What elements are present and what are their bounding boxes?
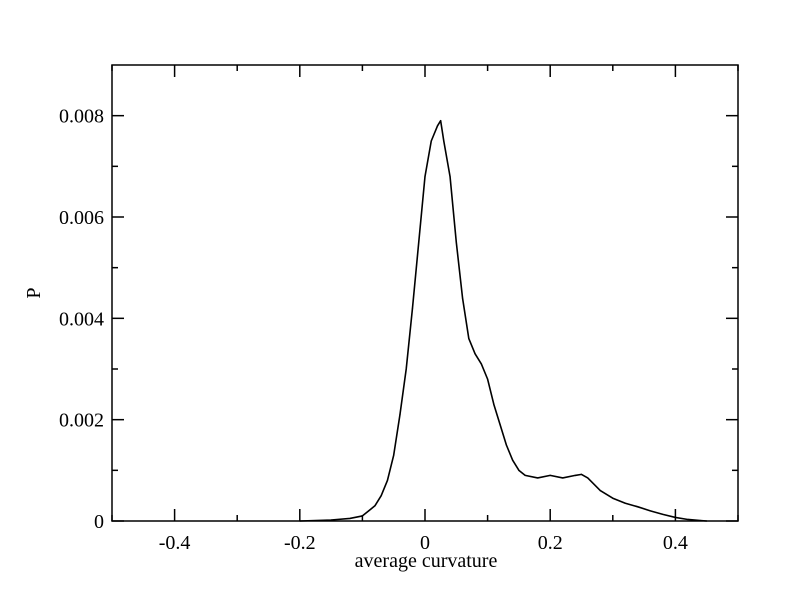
data-point <box>687 518 689 521</box>
data-point <box>393 454 395 456</box>
data-point <box>487 378 489 380</box>
data-point <box>580 473 583 475</box>
data-point <box>440 120 442 122</box>
data-point <box>430 140 432 142</box>
data-point <box>461 297 464 299</box>
y-tick-label: 0.006 <box>59 207 104 229</box>
data-point <box>512 459 514 461</box>
data-point <box>612 497 614 499</box>
data-point <box>411 307 414 309</box>
data-point <box>405 368 407 370</box>
data-point <box>537 477 539 479</box>
data-point <box>587 477 589 479</box>
data-point <box>361 515 363 517</box>
data-point <box>499 424 501 426</box>
data-point <box>706 520 708 522</box>
data-point <box>480 363 482 365</box>
series-line <box>299 119 707 522</box>
x-tick-label: 0.4 <box>663 532 688 554</box>
x-tick-label: 0 <box>420 532 430 554</box>
data-point <box>662 513 664 516</box>
data-point <box>649 510 651 512</box>
y-tick-label: 0 <box>94 511 104 533</box>
data-point <box>549 474 551 476</box>
data-point <box>624 502 626 504</box>
data-point <box>699 519 702 522</box>
data-point <box>455 241 457 243</box>
data-point <box>368 510 370 512</box>
data-point <box>349 517 351 520</box>
data-point <box>637 506 639 508</box>
data-point <box>299 520 301 522</box>
x-tick-label: -0.4 <box>159 532 191 554</box>
data-point <box>518 469 520 471</box>
data-point <box>505 444 507 446</box>
data-point <box>386 479 389 482</box>
data-point <box>436 125 439 127</box>
data-point <box>574 474 576 476</box>
data-point <box>424 175 426 178</box>
data-point <box>443 140 445 142</box>
data-point <box>562 477 564 479</box>
x-tick-label: 0.2 <box>538 532 563 554</box>
data-point <box>468 338 470 340</box>
data-point <box>418 241 420 243</box>
data-point <box>599 490 601 492</box>
data-point <box>374 505 376 507</box>
data-point <box>493 403 495 406</box>
y-axis-label: P <box>23 287 45 298</box>
data-point <box>449 175 451 178</box>
data-point <box>524 474 526 476</box>
data-point <box>399 414 401 416</box>
y-tick-label: 0.008 <box>59 106 104 128</box>
data-point <box>380 495 382 497</box>
axis-ticks <box>111 65 739 522</box>
data-point <box>330 519 332 521</box>
data-point <box>474 353 476 355</box>
y-tick-label: 0.004 <box>59 308 104 330</box>
data-point <box>674 516 677 519</box>
plot-frame <box>111 64 739 522</box>
x-axis-label: average curvature <box>355 550 498 572</box>
axis-tick-labels: -0.4 -0.2 0 0.2 0.4 0 0.002 0.004 0.006 0.008 <box>59 106 688 554</box>
x-tick-label: -0.2 <box>284 532 316 554</box>
series-layer <box>299 119 708 522</box>
y-tick-label: 0.002 <box>59 410 104 432</box>
